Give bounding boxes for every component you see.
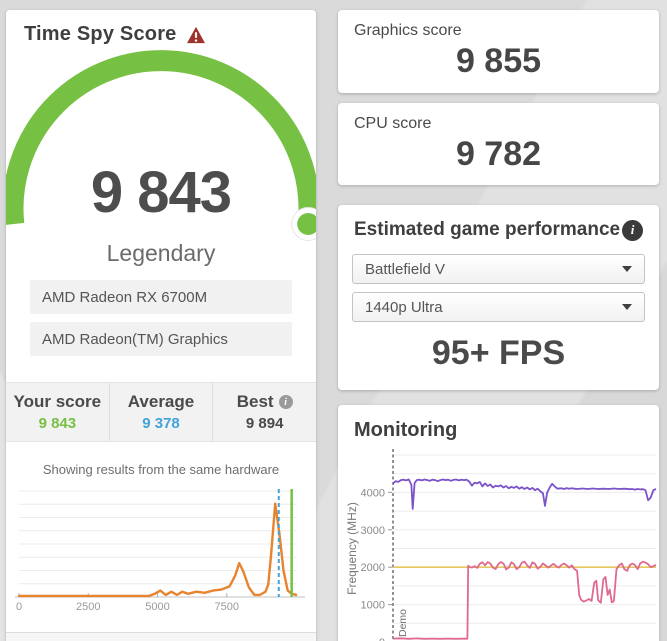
monitoring-title: Monitoring <box>354 419 458 441</box>
estimated-fps-value: 95+ FPS <box>431 334 566 372</box>
best-score-value: 9 894 <box>245 415 284 432</box>
your-score-value: 9 843 <box>38 415 77 432</box>
average-score-column: Average 9 378 <box>108 383 213 441</box>
your-score-label: Your score <box>13 392 102 411</box>
svg-text:5000: 5000 <box>145 601 169 613</box>
histogram-note: Showing results from the same hardware <box>42 462 280 477</box>
card-footer-section <box>6 632 316 641</box>
quality-select-value: 1440p Ultra <box>365 298 443 316</box>
average-score-label: Average <box>127 392 195 411</box>
quality-select-dropdown[interactable]: 1440p Ultra <box>352 292 645 322</box>
score-gauge-arc <box>6 50 316 241</box>
score-rating-label: Legendary <box>106 240 216 266</box>
game-select-value: Battlefield V <box>365 260 446 278</box>
svg-text:2500: 2500 <box>76 601 100 613</box>
svg-text:Demo: Demo <box>397 609 409 637</box>
chevron-down-icon <box>622 266 632 272</box>
warning-icon[interactable] <box>186 26 206 44</box>
svg-text:Frequency (MHz): Frequency (MHz) <box>345 502 359 595</box>
total-score-value: 9 843 <box>90 160 232 225</box>
game-performance-title-row: Estimated game performance i <box>338 205 659 241</box>
best-score-column: Best i 9 894 <box>212 383 316 441</box>
page-title: Time Spy Score <box>24 23 177 45</box>
results-histogram-chart: 0 2500 5000 7500 <box>15 489 305 613</box>
svg-text:2000: 2000 <box>361 562 385 574</box>
cpu-name: AMD Radeon(TM) Graphics <box>42 330 228 348</box>
cpu-name-bar: AMD Radeon(TM) Graphics <box>30 322 292 356</box>
gpu-name-bar: AMD Radeon RX 6700M <box>30 280 292 314</box>
svg-text:3000: 3000 <box>361 525 385 537</box>
svg-text:7500: 7500 <box>215 601 239 613</box>
info-icon[interactable]: i <box>622 219 643 241</box>
info-icon[interactable]: i <box>278 395 293 409</box>
your-score-column: Your score 9 843 <box>6 383 109 441</box>
time-spy-score-card: Time Spy Score 9 843 Legendary AMD Radeo… <box>6 10 316 641</box>
average-score-value: 9 378 <box>142 415 180 432</box>
svg-text:4000: 4000 <box>361 487 385 499</box>
game-performance-card: Estimated game performance i Battlefield… <box>338 205 659 390</box>
gpu-name: AMD Radeon RX 6700M <box>42 288 208 306</box>
game-select-dropdown[interactable]: Battlefield V <box>352 254 645 284</box>
best-score-label: Best i <box>237 392 293 412</box>
svg-text:0: 0 <box>16 601 22 613</box>
chevron-down-icon <box>622 304 632 310</box>
cpu-score-label: CPU score <box>354 115 432 132</box>
svg-text:1000: 1000 <box>361 600 385 612</box>
cpu-score-value: 9 782 <box>455 135 542 173</box>
game-performance-title: Estimated game performance <box>354 219 621 240</box>
graphics-score-card: Graphics score 9 855 <box>338 10 659 93</box>
graphics-score-label: Graphics score <box>354 22 462 39</box>
cpu-score-card: CPU score 9 782 <box>338 103 659 185</box>
svg-text:0: 0 <box>379 637 385 641</box>
time-spy-title-row: Time Spy Score <box>6 10 316 46</box>
graphics-score-value: 9 855 <box>455 42 542 80</box>
score-gauge: 9 843 Legendary <box>6 46 316 272</box>
score-comparison-strip: Your score 9 843 Average 9 378 Best i 9 … <box>6 382 316 442</box>
